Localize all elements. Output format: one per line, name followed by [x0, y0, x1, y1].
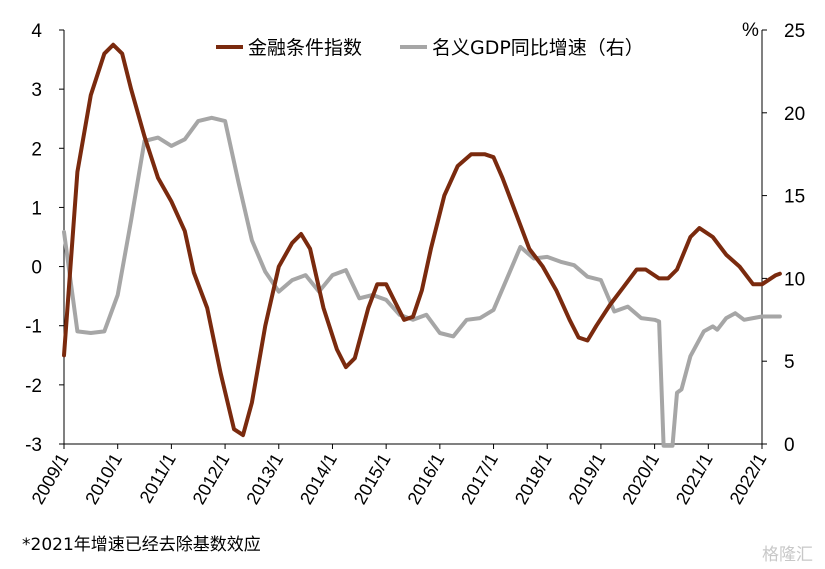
- line-chart: -3 -2 -1 0 1 2 3 4 0 5 10 15 20 25 2009/1 2010/1 2011/…: [25, 20, 805, 508]
- x-tick-label: 2013/1: [242, 450, 287, 508]
- x-tick-label: 2021/1: [672, 450, 717, 508]
- left-y-tick-label: -2: [25, 376, 42, 397]
- left-y-tick-label: 0: [31, 258, 42, 279]
- x-tick-label: 2018/1: [511, 450, 556, 508]
- right-y-tick-label: 20: [784, 104, 805, 125]
- right-y-tick-label: 10: [784, 269, 805, 290]
- x-tick-label: 2011/1: [136, 450, 180, 507]
- x-tick-label: 2019/1: [565, 450, 610, 508]
- x-tick-label: 2009/1: [28, 450, 73, 508]
- left-y-tick-label: 4: [31, 21, 42, 42]
- right-y-tick-label: 15: [784, 187, 805, 208]
- x-tick-label: 2015/1: [350, 450, 395, 508]
- left-y-tick-label: 3: [31, 80, 42, 101]
- x-tick-label: 2022/1: [726, 450, 771, 508]
- right-y-tick-label: 0: [784, 435, 795, 456]
- right-y-tick-label: 25: [784, 21, 805, 42]
- x-tick-label: 2017/1: [457, 450, 502, 508]
- x-tick-label: 2012/1: [189, 450, 234, 508]
- x-ticks: 2009/1 2010/1 2011/1 2012/1 2013/1 2014/1 2015…: [28, 444, 771, 508]
- x-tick-label: 2014/1: [296, 450, 341, 508]
- right-y-tick-label: 5: [784, 352, 795, 373]
- series-line-nominal-gdp: [62, 115, 782, 448]
- series-line-financial-conditions: [62, 42, 782, 438]
- left-y-tick-label: 1: [31, 198, 42, 219]
- left-y-tick-label: 2: [31, 139, 42, 160]
- left-y-ticks: -3 -2 -1 0 1 2 3 4: [25, 21, 64, 456]
- x-tick-label: 2016/1: [403, 450, 448, 508]
- legend-label-financial-conditions: 金融条件指数: [248, 37, 362, 59]
- x-tick-label: 2020/1: [618, 450, 663, 508]
- right-y-ticks: 0 5 10 15 20 25: [762, 21, 805, 456]
- legend: 金融条件指数 名义GDP同比增速（右）: [216, 37, 644, 59]
- left-y-tick-label: -1: [25, 317, 42, 338]
- watermark-logo: 格隆汇: [762, 545, 813, 565]
- footnote: *2021年增速已经去除基数效应: [22, 535, 261, 555]
- right-axis-unit: %: [742, 20, 759, 41]
- legend-label-nominal-gdp: 名义GDP同比增速（右）: [432, 37, 644, 59]
- left-y-tick-label: -3: [25, 435, 42, 456]
- series-lines: [62, 42, 782, 448]
- chart-axes: -3 -2 -1 0 1 2 3 4 0 5 10 15 20 25 2009/1 2010/1 2011/…: [25, 21, 805, 508]
- x-tick-label: 2010/1: [81, 450, 126, 508]
